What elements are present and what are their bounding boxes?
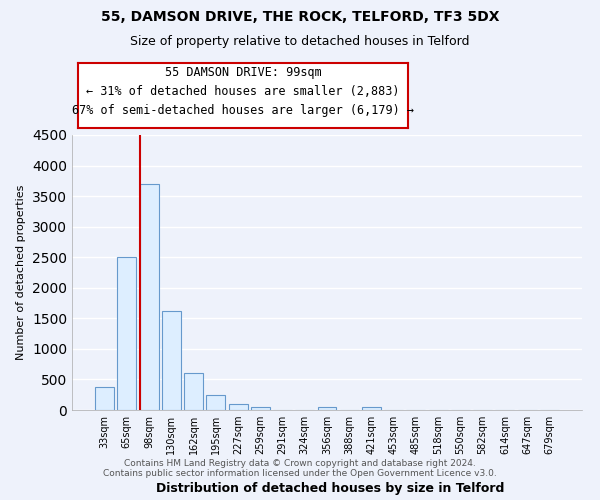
Text: Contains HM Land Registry data © Crown copyright and database right 2024.: Contains HM Land Registry data © Crown c… [124,458,476,468]
Bar [206,396,225,410]
Bar [251,407,270,410]
Text: 55 DAMSON DRIVE: 99sqm
← 31% of detached houses are smaller (2,883)
67% of semi-: 55 DAMSON DRIVE: 99sqm ← 31% of detached… [72,66,414,117]
Bar [317,407,337,410]
Bar [162,311,181,410]
Bar [95,387,114,410]
Bar [118,257,136,410]
Text: 55, DAMSON DRIVE, THE ROCK, TELFORD, TF3 5DX: 55, DAMSON DRIVE, THE ROCK, TELFORD, TF3… [101,10,499,24]
Text: Distribution of detached houses by size in Telford: Distribution of detached houses by size … [156,482,504,495]
Text: Size of property relative to detached houses in Telford: Size of property relative to detached ho… [130,35,470,48]
Bar [184,374,203,410]
Bar [229,404,248,410]
Text: Contains public sector information licensed under the Open Government Licence v3: Contains public sector information licen… [103,468,497,477]
Bar [140,184,158,410]
Bar [362,407,381,410]
Y-axis label: Number of detached properties: Number of detached properties [16,185,26,360]
